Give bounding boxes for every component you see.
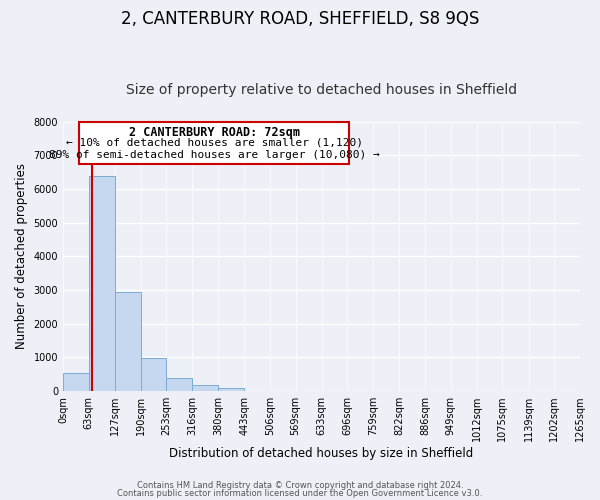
Bar — [89, 176, 115, 391]
Text: ← 10% of detached houses are smaller (1,120): ← 10% of detached houses are smaller (1,… — [66, 138, 363, 148]
Bar — [192, 385, 218, 391]
Title: Size of property relative to detached houses in Sheffield: Size of property relative to detached ho… — [126, 83, 517, 97]
Text: 2, CANTERBURY ROAD, SHEFFIELD, S8 9QS: 2, CANTERBURY ROAD, SHEFFIELD, S8 9QS — [121, 10, 479, 28]
Bar — [140, 358, 166, 391]
FancyBboxPatch shape — [79, 122, 349, 164]
Text: 2 CANTERBURY ROAD: 72sqm: 2 CANTERBURY ROAD: 72sqm — [129, 126, 300, 139]
Bar — [218, 388, 244, 391]
Bar — [115, 292, 140, 391]
Text: Contains public sector information licensed under the Open Government Licence v3: Contains public sector information licen… — [118, 488, 482, 498]
Bar — [63, 372, 89, 391]
Bar — [166, 378, 192, 391]
X-axis label: Distribution of detached houses by size in Sheffield: Distribution of detached houses by size … — [169, 447, 473, 460]
Text: 89% of semi-detached houses are larger (10,080) →: 89% of semi-detached houses are larger (… — [49, 150, 380, 160]
Y-axis label: Number of detached properties: Number of detached properties — [15, 164, 28, 350]
Text: Contains HM Land Registry data © Crown copyright and database right 2024.: Contains HM Land Registry data © Crown c… — [137, 481, 463, 490]
